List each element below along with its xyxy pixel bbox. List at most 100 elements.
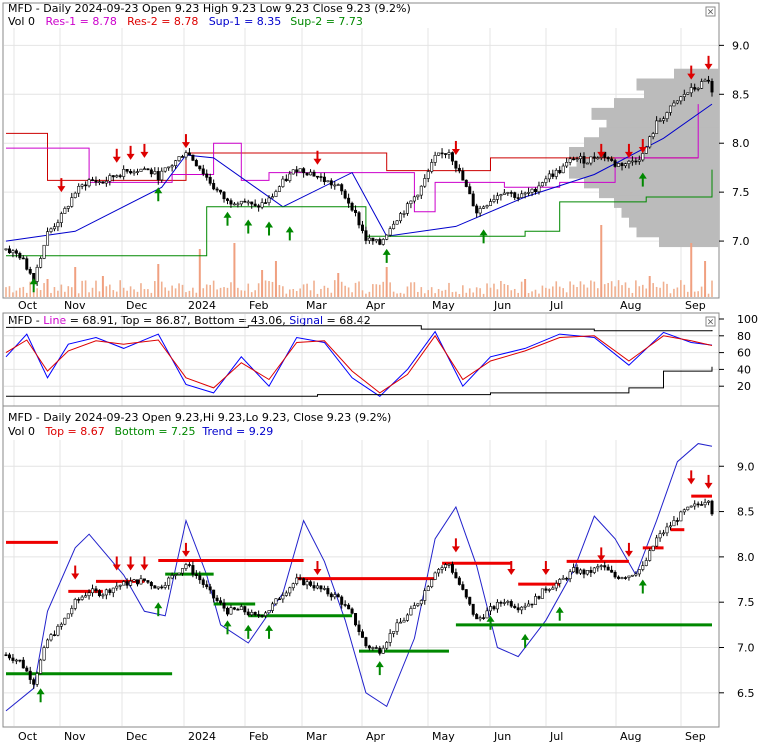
volume-bar — [493, 283, 495, 297]
candle-body — [655, 537, 659, 547]
bollinger-panel: MFD - Daily 2024-09-23 Open 9.23,Hi 9.23… — [2, 405, 755, 743]
candle-body — [364, 637, 368, 647]
candle-body — [142, 578, 146, 581]
candle-body — [457, 167, 461, 172]
volume-bar — [95, 280, 97, 297]
candle-body — [547, 589, 551, 591]
candle-body — [592, 567, 596, 573]
sell-arrow-head — [597, 555, 606, 562]
volume-bar — [122, 287, 125, 297]
candle-body — [592, 156, 596, 159]
candle-body — [617, 576, 621, 579]
volume-bar — [631, 292, 634, 297]
candle-body — [225, 198, 229, 201]
volume-bar — [676, 287, 679, 297]
candle-body — [18, 253, 22, 259]
candle-body — [675, 100, 679, 104]
volume-bar — [70, 287, 73, 297]
volume-bar — [617, 280, 620, 297]
volume-bar — [46, 279, 49, 297]
volume-bar — [178, 283, 180, 297]
candle-body — [170, 165, 174, 168]
candle-body — [319, 176, 323, 178]
candle-body — [270, 603, 274, 611]
candle-body — [205, 584, 209, 588]
volume-bar — [680, 280, 682, 297]
candle-body — [468, 186, 472, 195]
sell-arrow-head — [140, 151, 149, 158]
volume-bar — [288, 289, 291, 297]
candle-body — [84, 184, 88, 187]
candle-body — [94, 180, 98, 183]
candle-body — [409, 608, 413, 616]
candle-body — [340, 184, 344, 192]
volume-bar — [507, 285, 509, 297]
candle-body — [610, 158, 614, 161]
volume-bar — [12, 292, 14, 297]
volume-profile-bar — [644, 88, 719, 101]
candle-body — [111, 175, 115, 178]
close-icon[interactable]: × — [705, 6, 716, 18]
volume-bar — [181, 284, 184, 297]
candle-body — [599, 565, 603, 567]
y-tick-label: 7.0 — [732, 235, 750, 248]
stochastic-title-part: = 68.91, — [66, 314, 121, 327]
volume-bar — [340, 281, 343, 297]
candle-body — [170, 575, 174, 579]
volume-bar — [517, 292, 519, 297]
candle-body — [194, 573, 198, 576]
candle-body — [139, 578, 143, 585]
candle-body — [87, 179, 91, 187]
candle-body — [302, 578, 306, 586]
candle-body — [187, 564, 191, 566]
volume-bar — [423, 293, 426, 297]
volume-bar — [569, 281, 571, 297]
x-tick-label: Oct — [18, 730, 38, 743]
candle-body — [212, 589, 216, 599]
candle-body — [707, 500, 711, 503]
close-icon[interactable]: × — [705, 316, 716, 328]
candle-body — [7, 248, 11, 254]
candle-body — [471, 193, 475, 207]
candle-body — [395, 220, 399, 225]
candle-body — [433, 155, 437, 163]
candle-body — [104, 180, 108, 184]
volume-bar — [174, 288, 177, 297]
volume-bar — [188, 290, 191, 297]
volume-profile-bar — [584, 137, 719, 150]
candle-body — [7, 654, 11, 659]
volume-profile-bar — [674, 68, 719, 81]
candle-body — [606, 157, 610, 160]
volume-bar — [278, 285, 281, 297]
candle-body — [502, 602, 506, 604]
candle-body — [627, 575, 631, 578]
candle-body — [513, 605, 517, 609]
candle-body — [39, 258, 43, 268]
candle-body — [177, 156, 181, 161]
volume-bar — [596, 288, 599, 297]
candle-body — [115, 585, 119, 589]
candle-body — [305, 172, 309, 176]
stochastic-top-line — [6, 325, 713, 332]
candle-body — [63, 208, 67, 214]
candle-body — [59, 213, 63, 223]
candle-body — [80, 596, 84, 600]
candle-body — [665, 112, 669, 120]
candle-body — [530, 603, 534, 606]
volume-bar — [500, 280, 502, 297]
sell-arrow-head — [140, 564, 149, 571]
candle-body — [191, 565, 195, 575]
volume-bar — [389, 282, 391, 297]
y-tick-label: 9.0 — [737, 460, 755, 473]
buy-arrow-head — [223, 211, 232, 218]
candle-body — [91, 179, 95, 181]
sell-arrow-head — [71, 573, 80, 580]
sell-arrow-head — [112, 564, 121, 571]
candle-body — [426, 586, 430, 591]
candle-body — [312, 585, 316, 589]
volume-bar — [112, 290, 115, 297]
candle-body — [267, 610, 271, 614]
candle-body — [94, 588, 98, 591]
candle-body — [229, 200, 233, 205]
candle-body — [423, 590, 427, 601]
